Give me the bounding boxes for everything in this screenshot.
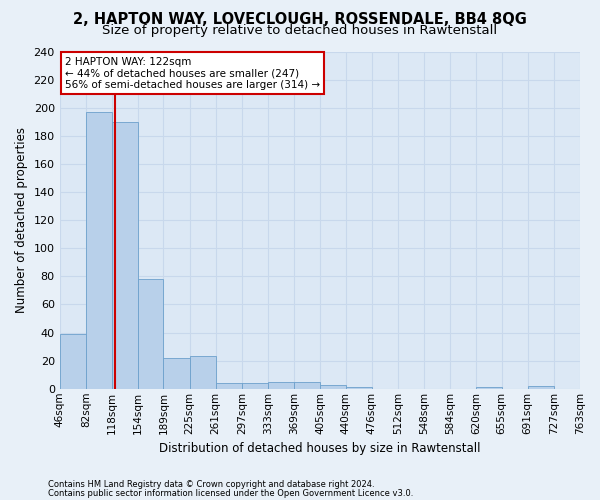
Y-axis label: Number of detached properties: Number of detached properties [15,127,28,313]
Bar [320,384,346,389]
Bar [86,112,112,389]
Bar [268,382,294,389]
X-axis label: Distribution of detached houses by size in Rawtenstall: Distribution of detached houses by size … [159,442,481,455]
Bar [294,382,320,389]
Bar [163,358,190,389]
Text: Contains public sector information licensed under the Open Government Licence v3: Contains public sector information licen… [48,488,413,498]
Text: 2, HAPTON WAY, LOVECLOUGH, ROSSENDALE, BB4 8QG: 2, HAPTON WAY, LOVECLOUGH, ROSSENDALE, B… [73,12,527,28]
Bar [476,388,502,389]
Bar [190,356,215,389]
Bar [138,279,163,389]
Text: Size of property relative to detached houses in Rawtenstall: Size of property relative to detached ho… [103,24,497,37]
Bar [346,388,372,389]
Bar [112,122,138,389]
Bar [528,386,554,389]
Text: Contains HM Land Registry data © Crown copyright and database right 2024.: Contains HM Land Registry data © Crown c… [48,480,374,489]
Bar [215,383,242,389]
Bar [59,334,86,389]
Text: 2 HAPTON WAY: 122sqm
← 44% of detached houses are smaller (247)
56% of semi-deta: 2 HAPTON WAY: 122sqm ← 44% of detached h… [65,56,320,90]
Bar [242,383,268,389]
